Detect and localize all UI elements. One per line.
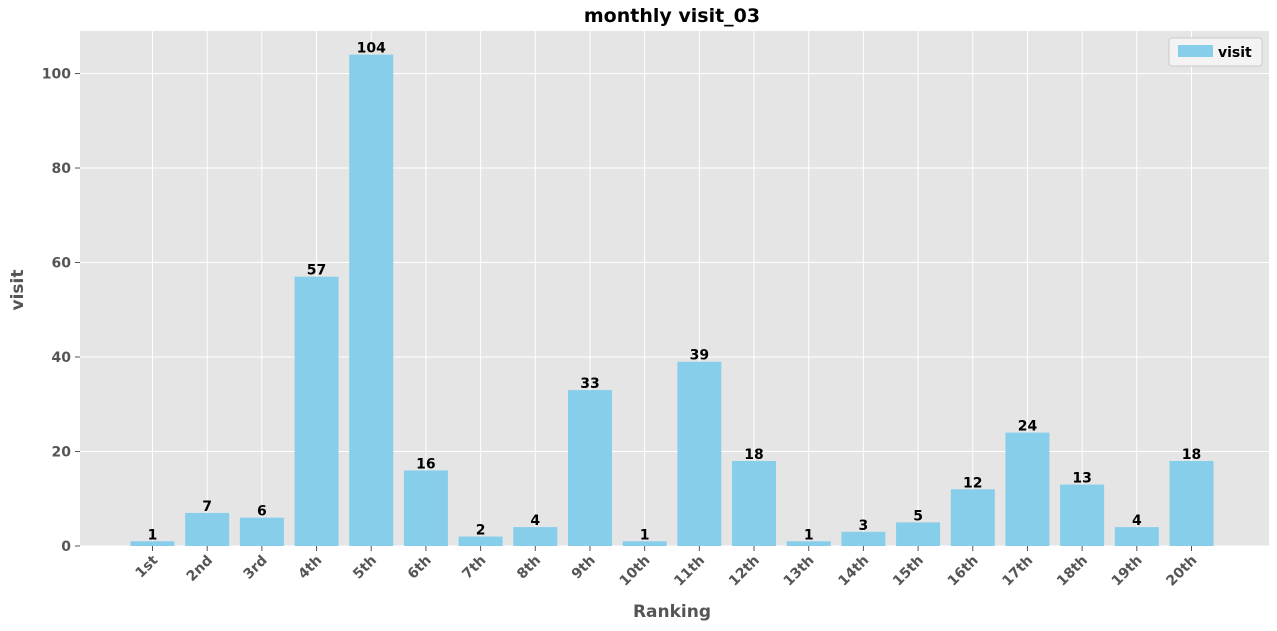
x-tick-label: 3rd: [241, 553, 271, 583]
y-tick-label: 80: [52, 161, 72, 177]
data-label: 7: [202, 499, 212, 515]
data-label: 24: [1018, 419, 1038, 435]
data-label: 4: [530, 513, 540, 529]
x-tick-label: 18th: [1054, 553, 1091, 590]
x-tick-label: 4th: [295, 553, 325, 583]
x-tick-label: 19th: [1109, 553, 1146, 590]
x-tick-label: 1st: [132, 552, 161, 581]
chart-title: monthly visit_03: [584, 5, 760, 27]
x-tick-label: 15th: [890, 553, 927, 590]
bars: [130, 54, 1214, 547]
x-tick-label: 8th: [514, 553, 544, 583]
bar: [622, 541, 667, 546]
x-tick-label: 2nd: [184, 553, 216, 585]
bar: [458, 536, 503, 546]
x-tick-label: 16th: [945, 553, 982, 590]
legend: visit: [1168, 37, 1263, 67]
bar: [732, 460, 777, 546]
legend-swatch: [1178, 45, 1213, 57]
bar: [677, 361, 722, 546]
y-tick-label: 60: [52, 256, 72, 272]
y-tick-label: 40: [52, 350, 72, 366]
data-label: 5: [913, 508, 923, 524]
data-label: 12: [963, 475, 982, 491]
bar: [786, 541, 831, 546]
data-label: 18: [744, 447, 763, 463]
data-label: 13: [1072, 471, 1091, 487]
data-label: 57: [307, 263, 326, 279]
data-label: 16: [416, 456, 435, 472]
x-axis-label: Ranking: [633, 602, 711, 622]
bar: [1060, 484, 1105, 546]
bar: [1169, 460, 1214, 546]
data-label: 1: [640, 527, 650, 543]
data-label: 39: [690, 348, 709, 364]
bar: [239, 517, 284, 546]
bar: [1114, 527, 1159, 546]
x-tick-label: 13th: [781, 553, 818, 590]
data-label: 18: [1182, 447, 1201, 463]
bar: [896, 522, 941, 546]
y-tick-label: 20: [52, 445, 72, 461]
x-tick-label: 14th: [835, 553, 872, 590]
bar: [1005, 432, 1050, 546]
x-tick-label: 9th: [569, 553, 599, 583]
bar: [185, 512, 230, 546]
bar: [513, 527, 558, 546]
x-tick-label: 6th: [405, 553, 435, 583]
data-label: 1: [148, 527, 158, 543]
bar: [841, 531, 886, 546]
bar: [294, 276, 339, 546]
data-label: 3: [859, 518, 869, 534]
y-tick-label: 100: [42, 67, 71, 83]
data-label: 2: [476, 523, 486, 539]
plot-area: [80, 31, 1269, 546]
x-tick-label: 20th: [1163, 553, 1200, 590]
x-tick-label: 10th: [617, 553, 654, 590]
x-tick-label: 17th: [999, 553, 1036, 590]
data-label: 1: [804, 527, 814, 543]
x-tick-label: 7th: [459, 553, 489, 583]
y-tick-label: 0: [61, 539, 71, 555]
y-axis-label: visit: [8, 270, 28, 311]
x-tick-label: 12th: [726, 553, 763, 590]
bar: [130, 541, 175, 546]
bar: [349, 54, 394, 547]
data-label: 6: [257, 504, 267, 520]
bar: [950, 489, 995, 546]
x-tick-label: 11th: [671, 553, 708, 590]
bar: [403, 470, 448, 546]
y-tick-labels: 0 20 40 60 80 100: [42, 67, 71, 555]
data-label: 4: [1132, 513, 1142, 529]
x-tick-labels: 1st 2nd 3rd 4th 5th 6th 7th 8th 9th 10th 11th 12th 1…: [132, 552, 1200, 589]
legend-label: visit: [1218, 45, 1252, 61]
data-label: 104: [357, 41, 386, 57]
data-label: 33: [580, 376, 599, 392]
x-tick-label: 5th: [350, 553, 380, 583]
bar: [567, 390, 612, 546]
